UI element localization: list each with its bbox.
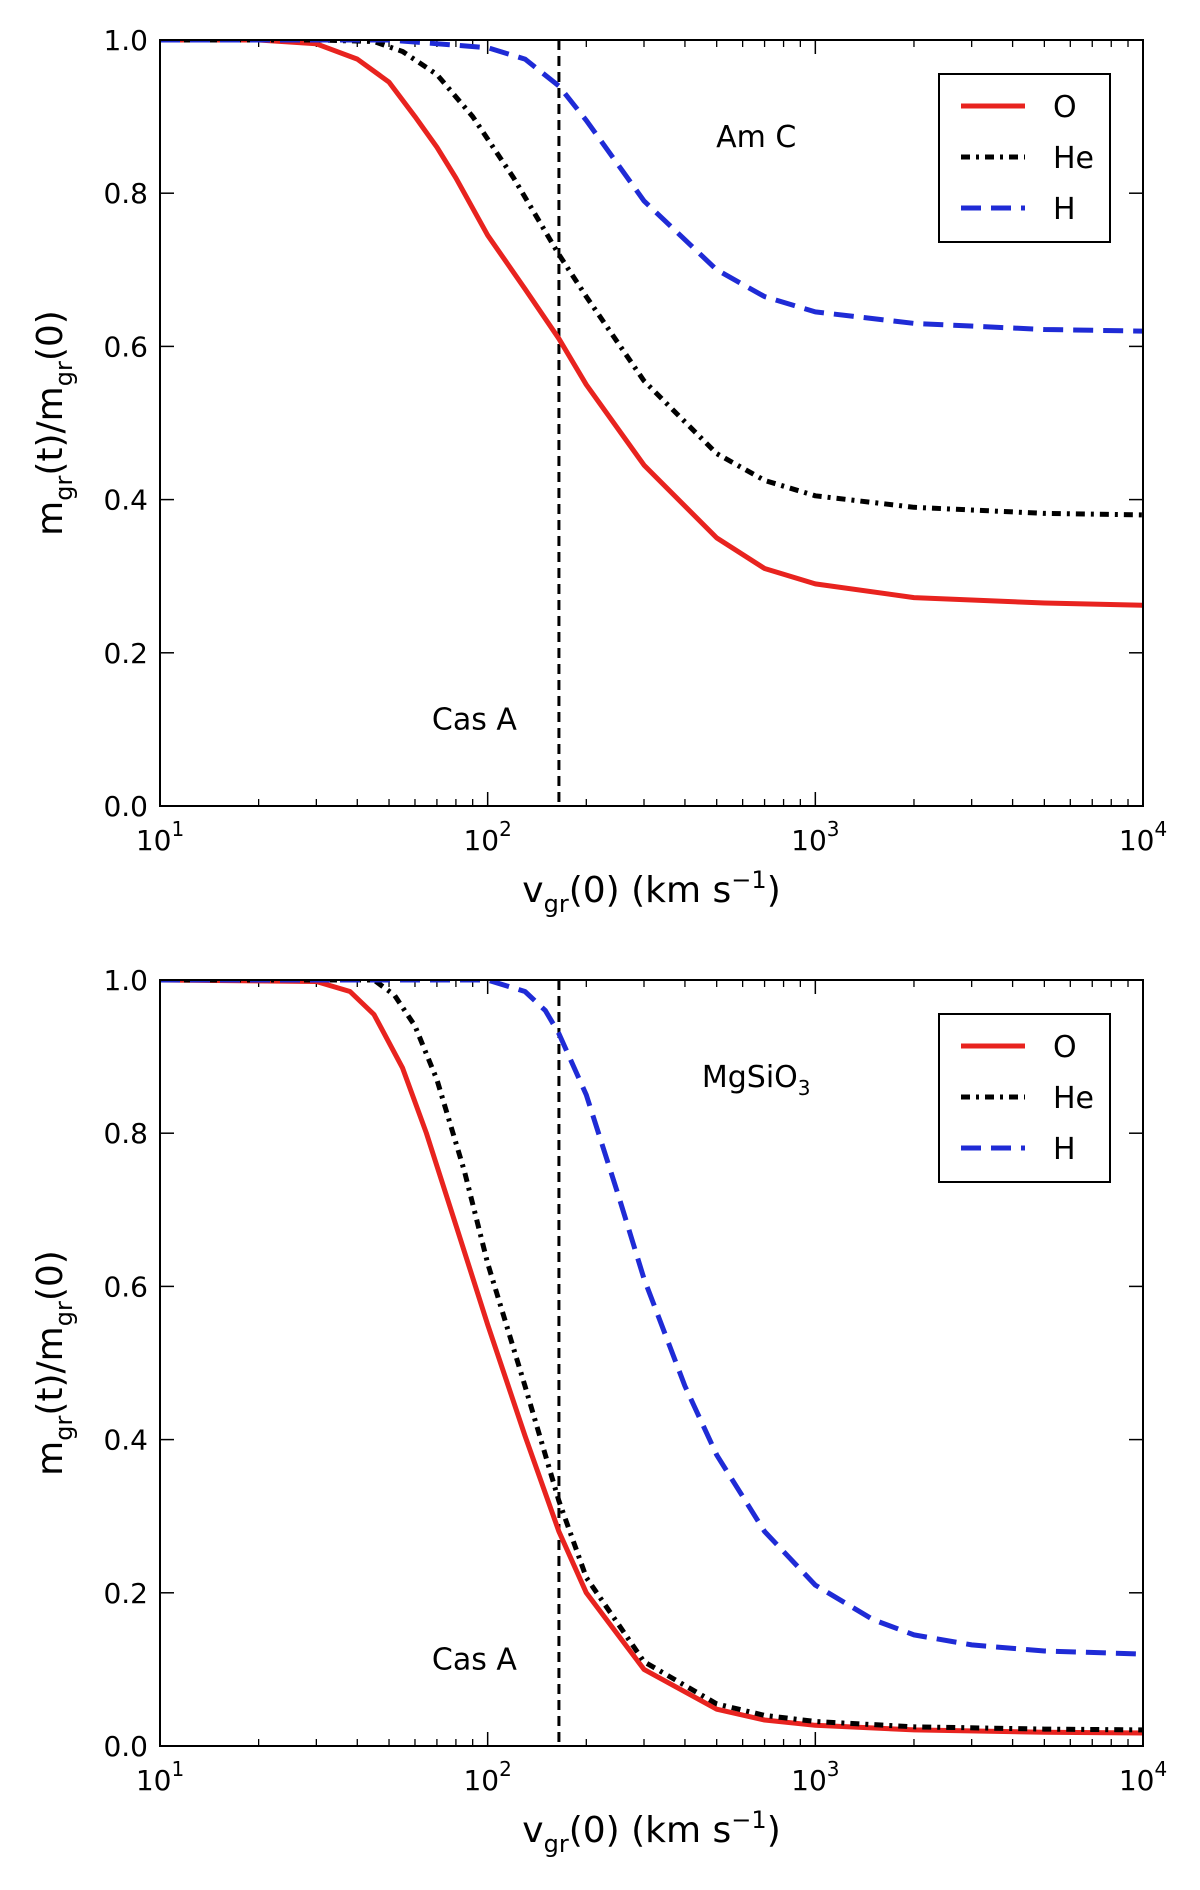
x-label-main: v	[522, 870, 543, 911]
cas-a-label: Cas A	[432, 702, 517, 737]
legend-label-O: O	[1053, 90, 1077, 125]
legend-label-He: He	[1053, 141, 1094, 176]
y-label-subscript: gr	[50, 1301, 78, 1326]
y-label-subscript: gr	[50, 1416, 78, 1441]
y-tick-label: 0.4	[103, 1424, 148, 1457]
x-label-close: )	[767, 870, 781, 911]
legend-label-He: He	[1053, 1081, 1094, 1116]
y-tick-label: 1.0	[103, 24, 148, 57]
x-tick-label: 104	[1119, 1757, 1167, 1797]
x-tick-base: 10	[791, 824, 827, 857]
x-label-main: v	[522, 1810, 543, 1851]
x-tick-exponent: 2	[499, 817, 512, 841]
y-tick-label: 0.8	[103, 1117, 148, 1150]
y-tick-label: 0.2	[103, 1577, 148, 1610]
legend-label-O: O	[1053, 1030, 1077, 1065]
x-tick-label: 101	[136, 817, 184, 857]
y-axis-label: mgr(t)/mgr(0)	[30, 1250, 78, 1476]
x-tick-base: 10	[1119, 824, 1155, 857]
x-label-superscript: −1	[731, 1806, 766, 1834]
x-axis-label: vgr(0) (km s−1)	[522, 1806, 780, 1858]
y-axis-label: mgr(t)/mgr(0)	[30, 310, 78, 536]
x-tick-label: 103	[791, 817, 839, 857]
y-tick-label: 0.0	[103, 1730, 148, 1763]
y-tick-label: 0.8	[103, 177, 148, 210]
material-subscript: 3	[798, 1076, 811, 1100]
y-label-part: (t)/m	[30, 1326, 71, 1415]
y-tick-label: 0.6	[103, 330, 148, 363]
x-tick-exponent: 1	[171, 1757, 184, 1781]
y-tick-label: 0.6	[103, 1270, 148, 1303]
y-label-subscript: gr	[50, 361, 78, 386]
series-line-H	[160, 40, 1143, 334]
series-group	[160, 40, 1143, 608]
y-tick-label: 0.4	[103, 484, 148, 517]
y-tick-label: 0.0	[103, 790, 148, 823]
x-tick-exponent: 3	[827, 817, 840, 841]
x-tick-label: 102	[463, 817, 511, 857]
x-tick-exponent: 1	[171, 817, 184, 841]
y-label-part: m	[30, 1441, 71, 1476]
x-tick-exponent: 2	[499, 1757, 512, 1781]
legend-label-H: H	[1053, 192, 1076, 227]
x-tick-exponent: 4	[1154, 1757, 1167, 1781]
y-label-part: (0)	[30, 1250, 71, 1301]
x-tick-base: 10	[791, 1764, 827, 1797]
x-tick-base: 10	[463, 824, 499, 857]
material-name: MgSiO	[702, 1060, 798, 1095]
y-tick-label: 0.2	[103, 637, 148, 670]
x-tick-exponent: 4	[1154, 817, 1167, 841]
plot-frame	[159, 979, 1144, 1747]
material-annotation: MgSiO3	[702, 1060, 811, 1100]
y-label-part: (0)	[30, 310, 71, 361]
y-label-part: (t)/m	[30, 386, 71, 475]
x-label-subscript: gr	[544, 1830, 569, 1858]
x-tick-label: 104	[1119, 817, 1167, 857]
x-label-superscript: −1	[731, 866, 766, 894]
x-label-middle: (0) (km s	[569, 870, 732, 911]
x-label-subscript: gr	[544, 890, 569, 918]
x-tick-exponent: 3	[827, 1757, 840, 1781]
material-name: Am C	[716, 120, 796, 155]
x-tick-base: 10	[463, 1764, 499, 1797]
x-tick-base: 10	[1119, 1764, 1155, 1797]
plot-frame	[159, 39, 1144, 807]
x-tick-label: 103	[791, 1757, 839, 1797]
material-annotation: Am C	[716, 120, 796, 155]
x-label-close: )	[767, 1810, 781, 1851]
y-tick-label: 1.0	[103, 964, 148, 997]
x-tick-label: 102	[463, 1757, 511, 1797]
cas-a-label: Cas A	[432, 1642, 517, 1677]
x-label-middle: (0) (km s	[569, 1810, 732, 1851]
series-line-H	[160, 980, 1143, 1657]
x-axis-label: vgr(0) (km s−1)	[522, 866, 780, 918]
series-line-He	[160, 40, 1143, 518]
x-tick-base: 10	[136, 1764, 172, 1797]
series-line-O	[160, 980, 1143, 1736]
y-label-part: m	[30, 501, 71, 536]
x-tick-base: 10	[136, 824, 172, 857]
series-line-O	[160, 40, 1143, 608]
series-group	[160, 980, 1143, 1736]
x-tick-label: 101	[136, 1757, 184, 1797]
legend-label-H: H	[1053, 1132, 1076, 1167]
series-line-He	[160, 980, 1143, 1733]
y-label-subscript: gr	[50, 476, 78, 501]
